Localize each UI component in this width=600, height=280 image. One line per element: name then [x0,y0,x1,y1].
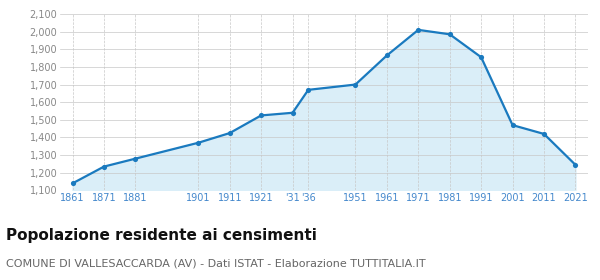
Point [193,141,203,145]
Point [571,163,580,167]
Text: Popolazione residente ai censimenti: Popolazione residente ai censimenti [6,228,317,243]
Point [413,28,423,32]
Point [68,181,77,186]
Point [225,131,235,135]
Point [304,88,313,92]
Point [508,123,517,127]
Point [99,164,109,169]
Point [445,32,455,36]
Point [539,132,549,136]
Point [256,113,266,118]
Point [131,157,140,161]
Point [288,111,298,115]
Point [350,82,360,87]
Text: COMUNE DI VALLESACCARDA (AV) - Dati ISTAT - Elaborazione TUTTITALIA.IT: COMUNE DI VALLESACCARDA (AV) - Dati ISTA… [6,259,425,269]
Point [476,55,486,59]
Point [382,53,392,58]
